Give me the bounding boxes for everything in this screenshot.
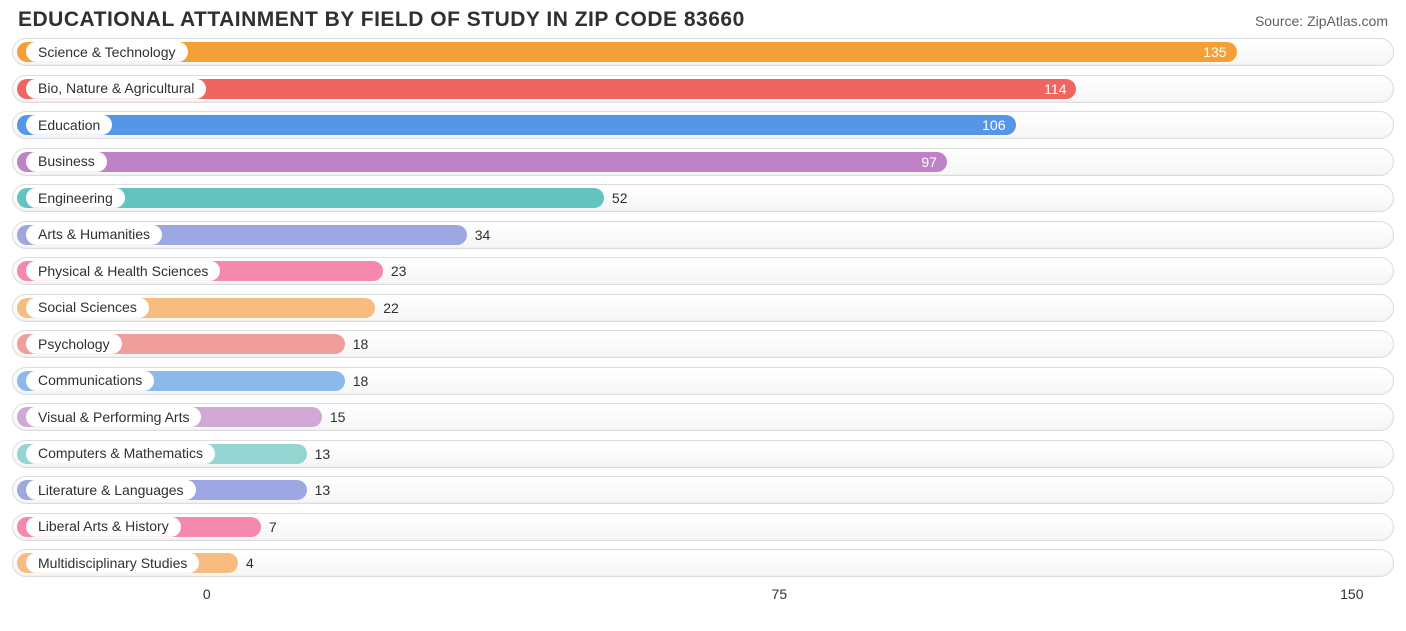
bar-value-label: 18 <box>353 374 369 388</box>
bar-category-label: Visual & Performing Arts <box>26 407 201 427</box>
bar-fill: Multidisciplinary Studies <box>17 553 238 573</box>
bar-track: 13 Computers & Mathematics <box>17 444 1389 464</box>
bar-category-label: Computers & Mathematics <box>26 443 215 463</box>
bar-value-label: 52 <box>612 191 628 205</box>
x-axis-tick: 150 <box>1340 586 1363 602</box>
bar-value-label: 13 <box>315 483 331 497</box>
bar-fill: 135 Science & Technology <box>17 42 1237 62</box>
bar-track: 22 Social Sciences <box>17 298 1389 318</box>
bar-row: 52 Engineering <box>12 184 1394 212</box>
bar-value-label: 13 <box>315 447 331 461</box>
bar-value-label: 135 <box>1203 45 1226 59</box>
bar-category-label: Communications <box>26 370 154 390</box>
bar-row: 34 Arts & Humanities <box>12 221 1394 249</box>
bar-track: 4 Multidisciplinary Studies <box>17 553 1389 573</box>
bar-value-label: 106 <box>982 118 1005 132</box>
bar-track: 15 Visual & Performing Arts <box>17 407 1389 427</box>
bar-row: 22 Social Sciences <box>12 294 1394 322</box>
bar-fill: Arts & Humanities <box>17 225 467 245</box>
bar-category-label: Bio, Nature & Agricultural <box>26 78 206 98</box>
bar-row: 13 Computers & Mathematics <box>12 440 1394 468</box>
bar-fill: Computers & Mathematics <box>17 444 307 464</box>
bar-track: 114 Bio, Nature & Agricultural <box>17 79 1389 99</box>
bar-category-label: Psychology <box>26 334 122 354</box>
x-axis-tick: 75 <box>772 586 788 602</box>
bar-fill: Literature & Languages <box>17 480 307 500</box>
bar-row: 106 Education <box>12 111 1394 139</box>
bar-track: 18 Communications <box>17 371 1389 391</box>
bar-category-label: Business <box>26 151 107 171</box>
bar-fill: 97 Business <box>17 152 947 172</box>
bar-fill: Social Sciences <box>17 298 375 318</box>
x-axis: 0 75 150 <box>16 586 1390 606</box>
bar-track: 135 Science & Technology <box>17 42 1389 62</box>
bar-fill: Psychology <box>17 334 345 354</box>
bar-track: 34 Arts & Humanities <box>17 225 1389 245</box>
bar-category-label: Literature & Languages <box>26 480 196 500</box>
bar-row: 4 Multidisciplinary Studies <box>12 549 1394 577</box>
bar-row: 114 Bio, Nature & Agricultural <box>12 75 1394 103</box>
bar-fill: 106 Education <box>17 115 1016 135</box>
bar-category-label: Science & Technology <box>26 42 188 62</box>
chart-title: EDUCATIONAL ATTAINMENT BY FIELD OF STUDY… <box>18 8 745 32</box>
bar-row: 18 Communications <box>12 367 1394 395</box>
bar-row: 13 Literature & Languages <box>12 476 1394 504</box>
bar-value-label: 22 <box>383 301 399 315</box>
bar-track: 106 Education <box>17 115 1389 135</box>
bar-category-label: Social Sciences <box>26 297 149 317</box>
x-axis-tick: 0 <box>203 586 211 602</box>
bar-track: 97 Business <box>17 152 1389 172</box>
bar-value-label: 34 <box>475 228 491 242</box>
bar-row: 23 Physical & Health Sciences <box>12 257 1394 285</box>
bar-track: 7 Liberal Arts & History <box>17 517 1389 537</box>
bar-row: 97 Business <box>12 148 1394 176</box>
bar-category-label: Multidisciplinary Studies <box>26 553 199 573</box>
bar-fill: Communications <box>17 371 345 391</box>
bar-value-label: 18 <box>353 337 369 351</box>
bar-track: 52 Engineering <box>17 188 1389 208</box>
bar-value-label: 97 <box>921 155 937 169</box>
chart-header: EDUCATIONAL ATTAINMENT BY FIELD OF STUDY… <box>12 8 1394 38</box>
bar-category-label: Engineering <box>26 188 125 208</box>
bar-row: 7 Liberal Arts & History <box>12 513 1394 541</box>
bar-track: 23 Physical & Health Sciences <box>17 261 1389 281</box>
chart-area: 135 Science & Technology 114 Bio, Nature & … <box>12 38 1394 606</box>
bar-category-label: Physical & Health Sciences <box>26 261 220 281</box>
bar-row: 135 Science & Technology <box>12 38 1394 66</box>
bar-value-label: 4 <box>246 556 254 570</box>
bar-fill: Engineering <box>17 188 604 208</box>
bar-fill: Liberal Arts & History <box>17 517 261 537</box>
bar-value-label: 114 <box>1044 82 1066 96</box>
bar-row: 18 Psychology <box>12 330 1394 358</box>
bar-value-label: 15 <box>330 410 346 424</box>
bar-value-label: 7 <box>269 520 277 534</box>
bar-row: 15 Visual & Performing Arts <box>12 403 1394 431</box>
bar-fill: Visual & Performing Arts <box>17 407 322 427</box>
bar-category-label: Liberal Arts & History <box>26 516 181 536</box>
bar-track: 18 Psychology <box>17 334 1389 354</box>
bar-fill: Physical & Health Sciences <box>17 261 383 281</box>
bar-category-label: Arts & Humanities <box>26 224 162 244</box>
bar-value-label: 23 <box>391 264 407 278</box>
chart-source: Source: ZipAtlas.com <box>1255 13 1388 29</box>
bar-fill: 114 Bio, Nature & Agricultural <box>17 79 1076 99</box>
bar-category-label: Education <box>26 115 112 135</box>
bar-track: 13 Literature & Languages <box>17 480 1389 500</box>
